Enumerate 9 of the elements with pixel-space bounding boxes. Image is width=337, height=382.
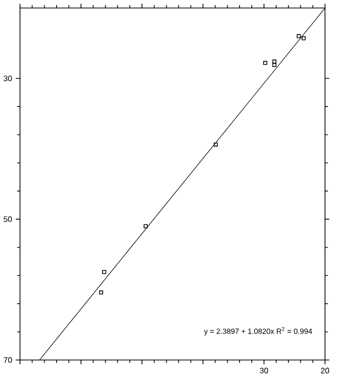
- point: [144, 224, 148, 228]
- point: [99, 290, 104, 294]
- point: [272, 63, 276, 68]
- point: [302, 36, 306, 40]
- point: [214, 142, 218, 147]
- point: [296, 34, 301, 38]
- point: [263, 60, 268, 65]
- point: [102, 270, 106, 274]
- point: [272, 60, 276, 64]
